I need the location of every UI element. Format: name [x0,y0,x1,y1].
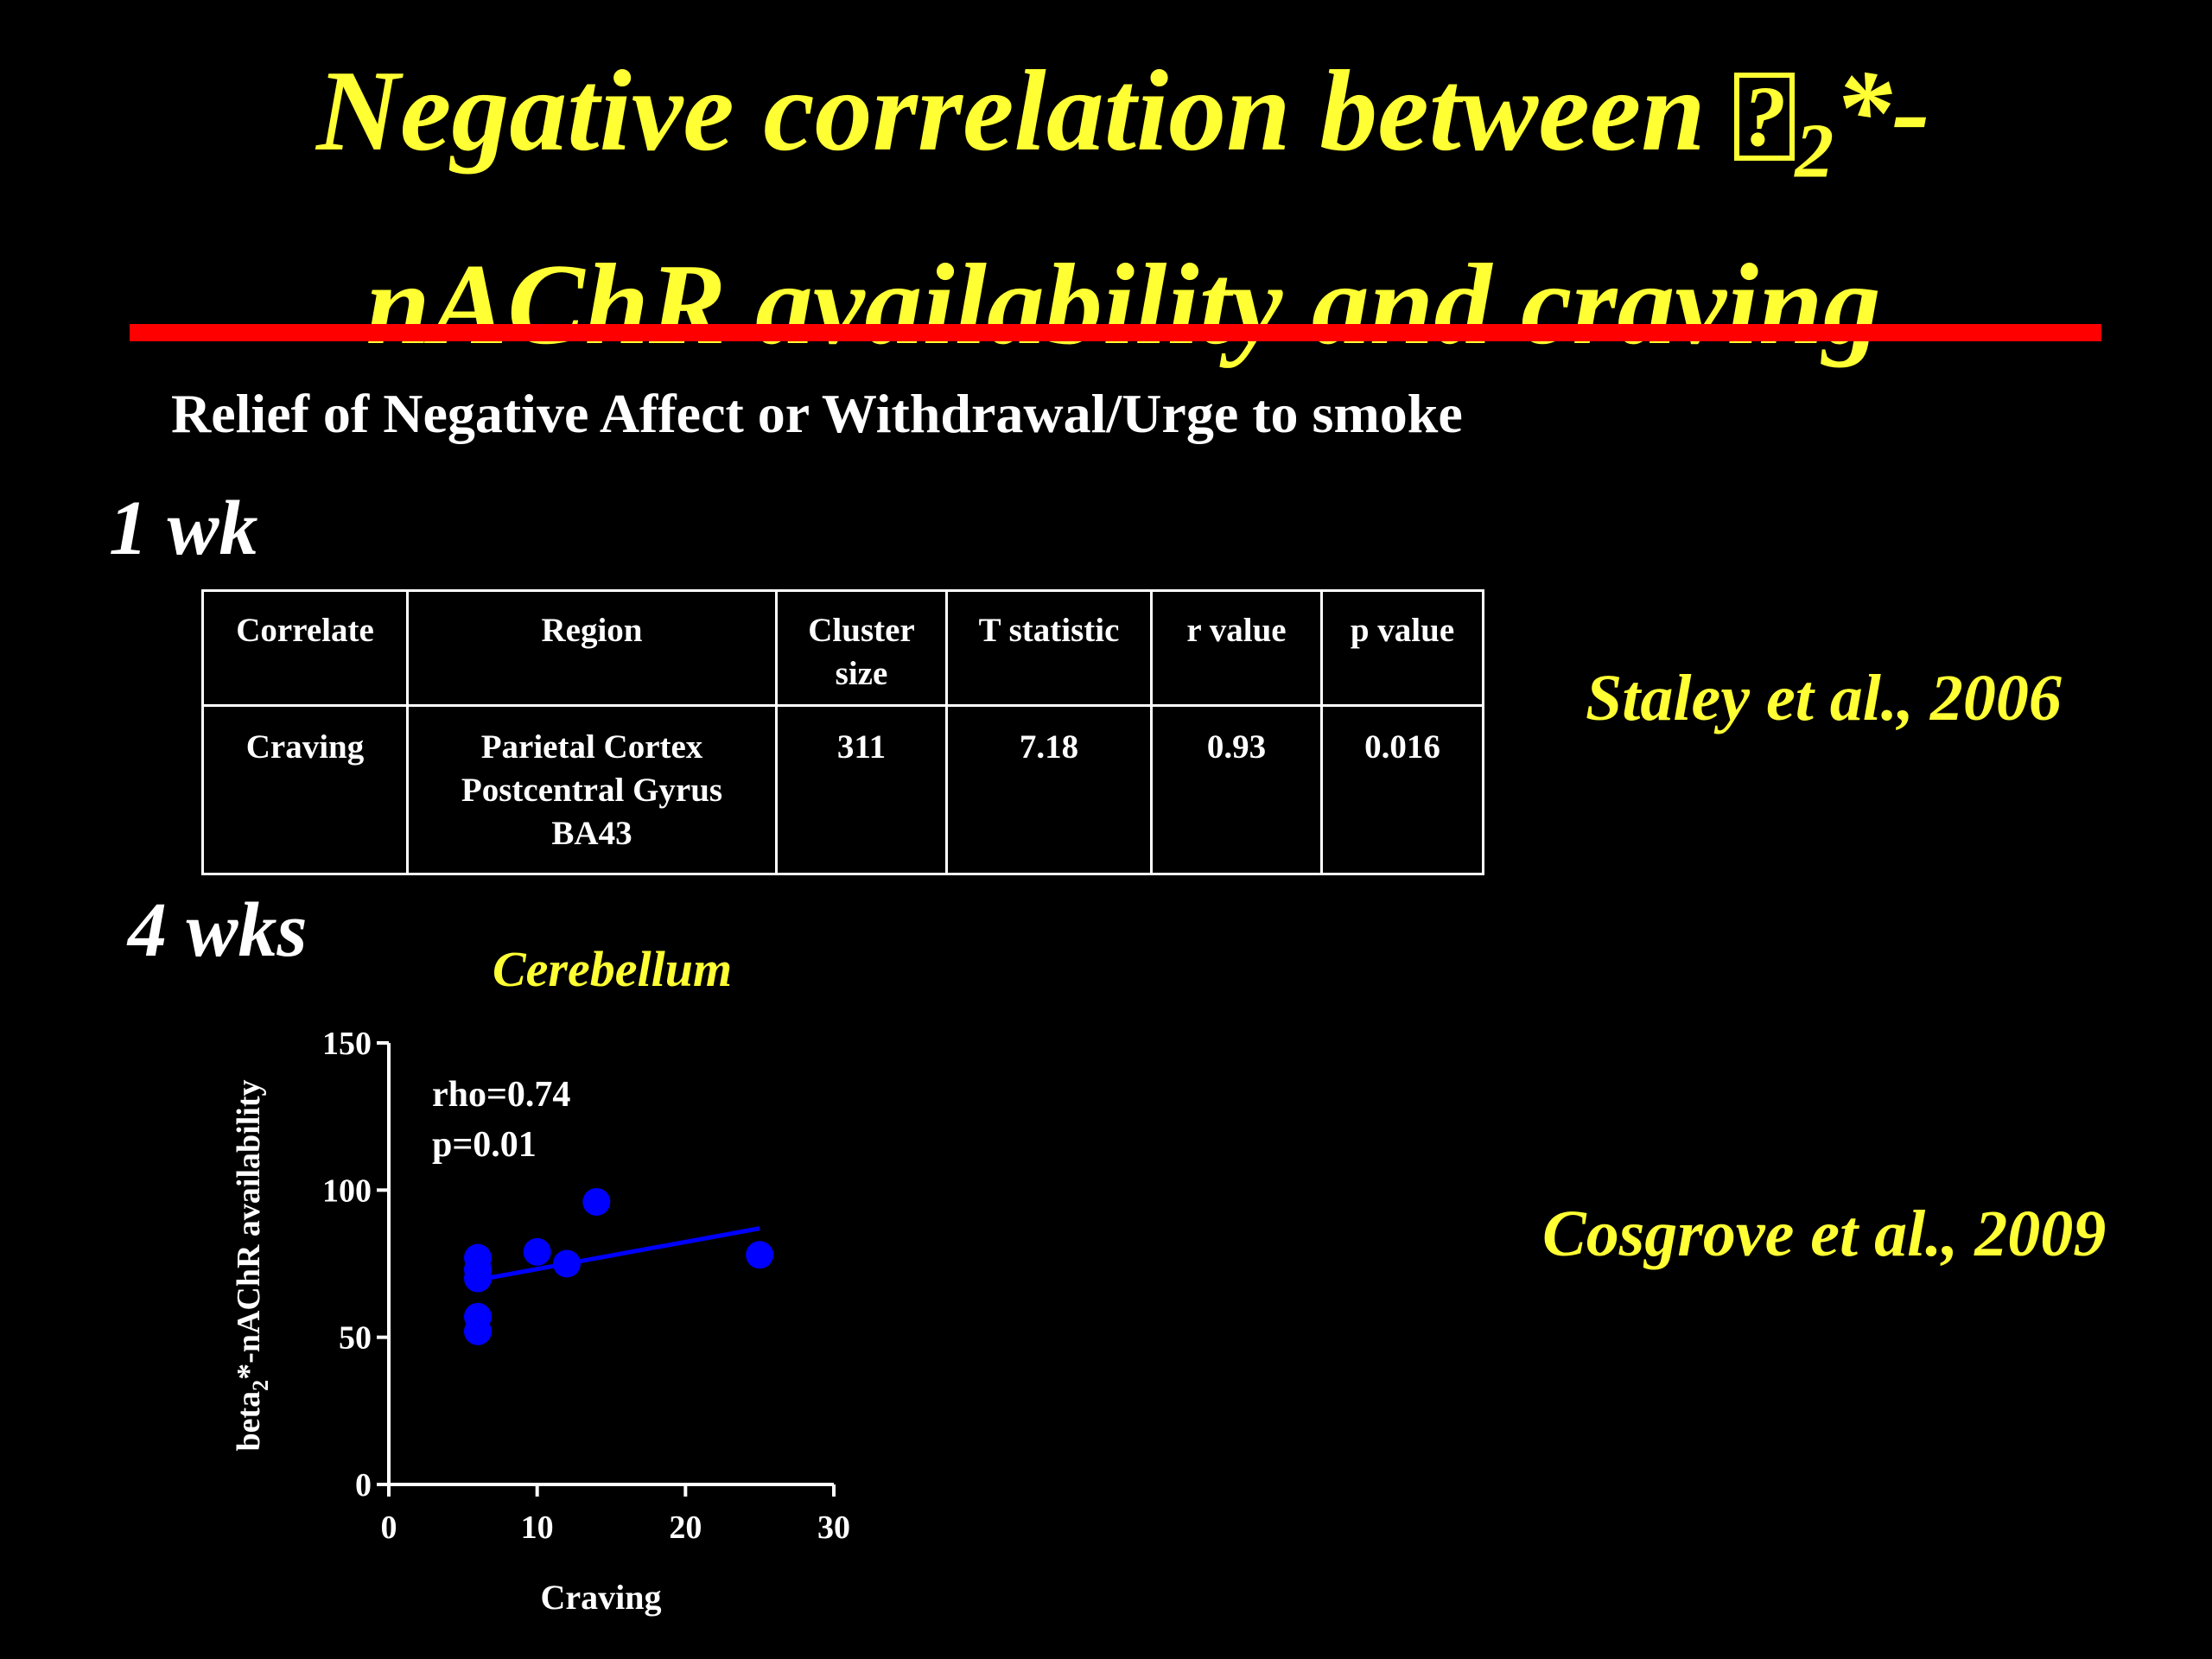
y-tick-label: 100 [322,1173,372,1209]
data-point [746,1241,774,1269]
header-r-value: r value [1150,589,1323,707]
y-tick-label: 50 [339,1320,372,1357]
x-tick-label: 30 [817,1510,850,1546]
subtitle: Relief of Negative Affect or Withdrawal/… [171,383,1463,444]
cell-p-value: 0.016 [1320,704,1484,875]
x-tick-label: 10 [521,1510,554,1546]
region-line-1: Parietal Cortex [480,728,703,766]
cell-t-statistic: 7.18 [945,704,1153,875]
cell-region: Parietal Cortex Postcentral Gyrus BA43 [406,704,778,875]
title-line-1-suffix: *- [1834,47,1930,175]
data-point [464,1317,492,1345]
header-t-statistic: T statistic [945,589,1153,707]
region-line-2: Postcentral Gyrus [461,772,723,809]
region-line-3: BA43 [551,815,632,852]
y-tick-label: 0 [355,1467,372,1503]
annotation: p=0.01 [432,1125,537,1165]
table-header-row: Correlate Region Cluster size T statisti… [201,589,1484,707]
table-row: Craving Parietal Cortex Postcentral Gyru… [201,704,1484,875]
y-tick-label: 150 [322,1026,372,1062]
cell-cluster-size: 311 [775,704,948,875]
x-tick-label: 0 [381,1510,397,1546]
annotation: rho=0.74 [432,1075,570,1115]
cell-r-value: 0.93 [1150,704,1323,875]
data-point [553,1249,581,1278]
title-line-2: nAChR availability and craving [365,239,1881,368]
x-tick-label: 20 [669,1510,702,1546]
title-divider [130,324,2101,341]
title-subscript: 2 [1795,108,1834,194]
results-table: Correlate Region Cluster size T statisti… [201,589,1484,875]
x-axis-label: Craving [541,1578,662,1617]
data-point [523,1237,551,1266]
citation-staley: Staley et al., 2006 [1586,662,2062,734]
header-correlate: Correlate [201,589,409,707]
header-region: Region [406,589,778,707]
data-point [582,1187,611,1216]
title-missing-glyph: ? [1734,73,1796,161]
period-label-1wk: 1 wk [109,486,258,571]
citation-cosgrove: Cosgrove et al., 2009 [1542,1198,2107,1270]
data-point [464,1264,492,1293]
chart-layer: 0 50 100 150 0 10 20 30 Craving beta2*-nAChR avai… [231,1026,850,1617]
slide-title: Negative correlation between ? 2*- nAChR … [86,35,2160,380]
header-p-value: p value [1320,589,1484,707]
title-line-1-prefix: Negative correlation between [316,47,1735,175]
cell-correlate: Craving [201,704,409,875]
period-label-4wks: 4 wks [128,887,308,973]
regression-line [477,1226,760,1282]
header-cluster-size: Cluster size [775,589,948,707]
chart-title: Cerebellum [493,941,733,997]
y-axis-label: beta2*-nAChR availability [231,1080,273,1452]
